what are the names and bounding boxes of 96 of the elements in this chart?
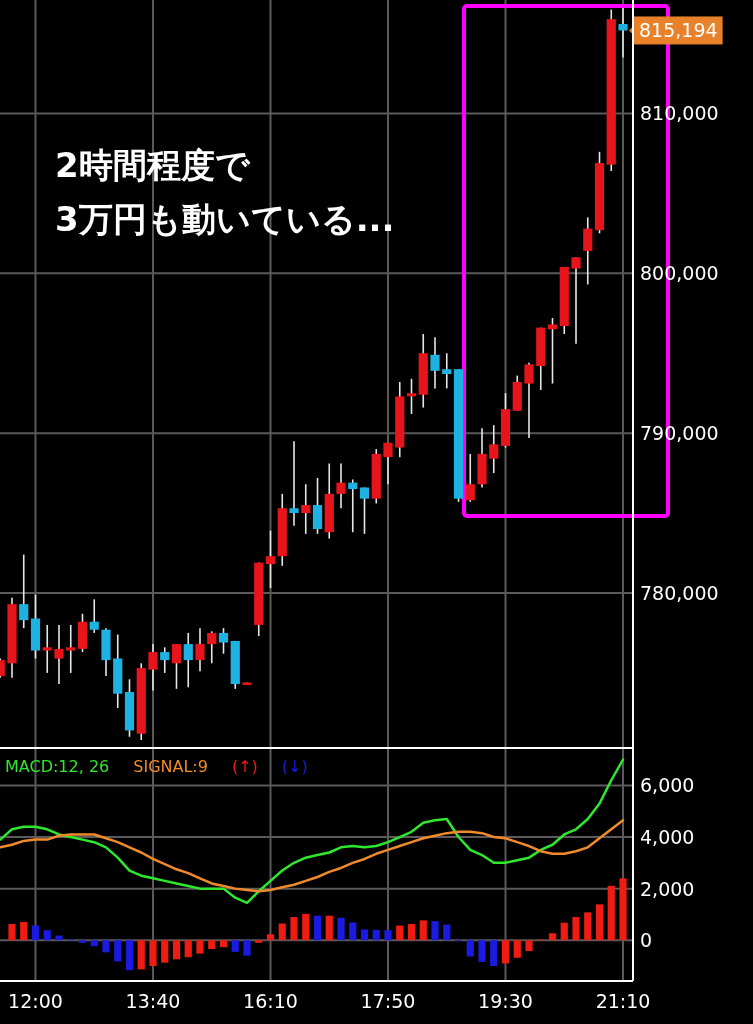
bar bbox=[20, 921, 28, 941]
y-tick-label: 6,000 bbox=[640, 774, 695, 797]
candlestick bbox=[524, 362, 534, 439]
bar bbox=[595, 904, 604, 941]
bar bbox=[114, 940, 122, 962]
candlestick bbox=[312, 477, 323, 535]
y-tick-label: 2,000 bbox=[640, 877, 695, 900]
candlestick bbox=[148, 643, 158, 692]
bar bbox=[102, 940, 110, 953]
candlestick bbox=[195, 627, 205, 673]
bar bbox=[396, 925, 404, 941]
x-tick-label: 13:40 bbox=[125, 990, 181, 1012]
bar bbox=[560, 922, 568, 941]
candlestick bbox=[336, 462, 346, 510]
bar bbox=[513, 940, 521, 958]
candlestick bbox=[42, 624, 52, 674]
bar bbox=[161, 940, 169, 963]
bar bbox=[149, 940, 157, 967]
bar bbox=[55, 935, 63, 941]
bar bbox=[243, 940, 251, 956]
bar bbox=[407, 923, 416, 941]
bar bbox=[384, 930, 392, 941]
candlestick bbox=[489, 424, 499, 474]
bar bbox=[290, 917, 298, 941]
bar bbox=[8, 923, 16, 941]
candlestick bbox=[301, 483, 311, 535]
candlestick bbox=[207, 630, 217, 665]
candlestick bbox=[289, 440, 299, 527]
bar bbox=[125, 940, 134, 971]
bar bbox=[584, 912, 592, 941]
bar bbox=[43, 930, 51, 941]
candlestick bbox=[547, 317, 558, 385]
candlestick bbox=[66, 624, 76, 674]
bar bbox=[266, 934, 275, 941]
bar bbox=[443, 924, 451, 941]
y-tick-label: 780,000 bbox=[640, 581, 719, 604]
bar bbox=[313, 915, 322, 941]
candlestick bbox=[89, 598, 99, 634]
candlestick bbox=[183, 632, 193, 689]
bar bbox=[172, 940, 181, 960]
bar bbox=[619, 878, 627, 941]
bar bbox=[90, 940, 98, 947]
x-tick-label: 16:10 bbox=[243, 990, 298, 1012]
bar bbox=[572, 917, 580, 941]
bar bbox=[208, 940, 216, 949]
line-series bbox=[0, 819, 625, 893]
candlestick bbox=[265, 529, 276, 589]
bar bbox=[302, 913, 310, 941]
candlestick bbox=[442, 352, 452, 390]
bar bbox=[490, 940, 498, 967]
candlestick bbox=[218, 627, 229, 655]
bar bbox=[349, 922, 357, 941]
x-tick-label: 12:00 bbox=[8, 990, 63, 1012]
annotation: 2時間程度で 3万円も動いている... bbox=[55, 145, 395, 239]
bar bbox=[466, 940, 474, 957]
bar bbox=[372, 929, 380, 941]
candlestick bbox=[171, 643, 182, 690]
bar bbox=[501, 940, 510, 964]
x-tick-label: 21:10 bbox=[595, 990, 651, 1012]
bar bbox=[31, 925, 40, 941]
candlestick bbox=[359, 486, 370, 535]
candlestick bbox=[465, 453, 475, 503]
x-tick-label: 17:50 bbox=[360, 990, 416, 1012]
bar bbox=[360, 929, 369, 941]
candlestick bbox=[160, 646, 170, 674]
bar bbox=[607, 885, 615, 941]
candlestick bbox=[348, 478, 358, 534]
bar bbox=[196, 940, 204, 954]
candlestick bbox=[618, 7, 628, 59]
legend: MACD:12, 26 SIGNAL:9 (↑) (↓) bbox=[5, 757, 308, 776]
bar bbox=[137, 940, 145, 970]
candlestick bbox=[54, 624, 64, 685]
bar bbox=[255, 940, 263, 943]
line-series bbox=[0, 758, 625, 905]
candlestick bbox=[430, 336, 440, 390]
candlestick bbox=[19, 553, 29, 629]
bar bbox=[548, 933, 557, 941]
bar bbox=[278, 923, 286, 941]
bar bbox=[419, 920, 427, 941]
bar bbox=[231, 940, 239, 952]
bar bbox=[337, 917, 345, 941]
bar bbox=[478, 940, 486, 962]
bar bbox=[431, 921, 439, 941]
bar bbox=[325, 915, 333, 941]
y-tick-label: 4,000 bbox=[640, 826, 695, 849]
candlestick bbox=[583, 216, 593, 286]
annotation: 815,194 bbox=[639, 19, 718, 42]
candlestick bbox=[571, 256, 581, 345]
bar bbox=[184, 940, 192, 958]
y-tick-label: 0 bbox=[640, 929, 653, 952]
bar bbox=[525, 940, 533, 952]
bar bbox=[78, 940, 87, 943]
x-tick-label: 19:30 bbox=[478, 990, 533, 1012]
bar bbox=[219, 940, 228, 948]
candlestick bbox=[383, 441, 393, 486]
candlestick bbox=[406, 377, 417, 415]
